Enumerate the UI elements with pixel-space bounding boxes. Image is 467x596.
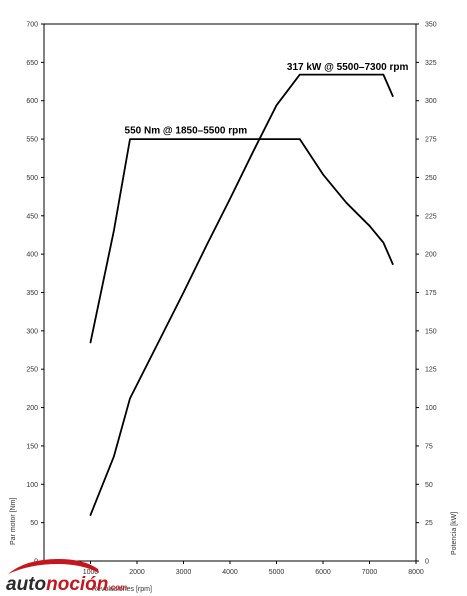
x-tick-label: 3000 <box>176 569 192 576</box>
y-left-tick-label: 150 <box>26 443 38 450</box>
y-right-tick-label: 25 <box>425 520 433 527</box>
logo-wordmark: autonoción.com <box>6 574 127 595</box>
y-right-tick-label: 225 <box>425 213 437 220</box>
power-curve <box>89 73 394 516</box>
x-tick-label: 4000 <box>222 569 238 576</box>
y-right-tick-label: 300 <box>425 98 437 105</box>
y-right-tick-label: 350 <box>425 22 437 29</box>
y-axis-left-ticks: 0501001502002503003504004505005506006507… <box>26 22 44 566</box>
y-left-tick-label: 400 <box>26 252 38 259</box>
annotations: 317 kW @ 5500–7300 rpm 550 Nm @ 1850–5500… <box>125 62 409 137</box>
y-left-tick-label: 650 <box>26 60 38 67</box>
y-left-tick-label: 250 <box>26 367 38 374</box>
autonocion-logo: autonoción.com <box>6 559 127 595</box>
y-left-tick-label: 100 <box>26 482 38 489</box>
y-left-tick-label: 300 <box>26 328 38 335</box>
y-left-tick-label: 550 <box>26 137 38 144</box>
y-right-tick-label: 325 <box>425 60 437 67</box>
x-tick-label: 8000 <box>408 569 424 576</box>
y-left-tick-label: 500 <box>26 175 38 182</box>
x-axis-title: Revoluciones [rpm] <box>92 586 152 593</box>
y-left-tick-label: 50 <box>30 520 38 527</box>
y-right-tick-label: 200 <box>425 252 437 259</box>
y-left-tick-label: 350 <box>26 290 38 297</box>
x-tick-label: 5000 <box>269 569 285 576</box>
y-right-tick-label: 150 <box>425 328 437 335</box>
y-left-tick-label: 450 <box>26 213 38 220</box>
x-axis-ticks: 1000 2000 3000 4000 5000 6000 7000 8000 <box>83 561 424 576</box>
x-tick-label: 7000 <box>362 569 378 576</box>
y-right-tick-label: 175 <box>425 290 437 297</box>
x-tick-label: 1000 <box>83 569 99 576</box>
y-left-tick-label: 700 <box>26 22 38 29</box>
y-right-tick-label: 100 <box>425 405 437 412</box>
y-left-tick-label: 200 <box>26 405 38 412</box>
car-swoosh-icon <box>8 559 99 574</box>
logo-suffix: .com <box>108 583 127 592</box>
y-axis-right-ticks: 0 25 50 75 100 125 150 175 200 225 250 275 300 325 350 <box>416 22 437 566</box>
x-tick-label: 6000 <box>315 569 331 576</box>
y-left-tick-label: 600 <box>26 98 38 105</box>
torque-curve <box>89 138 394 344</box>
annotation-label: 317 kW @ 5500–7300 rpm <box>287 62 409 73</box>
y-right-tick-label: 275 <box>425 137 437 144</box>
logo-part-auto: auto <box>6 574 46 595</box>
plot-frame <box>43 23 417 562</box>
logo-part-nocion: noción <box>46 574 108 595</box>
y-right-tick-label: 50 <box>425 482 433 489</box>
series-layer <box>89 73 394 516</box>
y-right-tick-label: 250 <box>425 175 437 182</box>
y-right-tick-label: 75 <box>425 443 433 450</box>
y-right-tick-label: 0 <box>425 559 429 566</box>
y-right-tick-label: 125 <box>425 367 437 374</box>
y-axis-right-title: Potencia [kW] <box>451 512 458 555</box>
y-axis-left-title: Par motor [Nm] <box>10 497 17 545</box>
annotation-label: 550 Nm @ 1850–5500 rpm <box>125 126 248 137</box>
x-tick-label: 2000 <box>129 569 145 576</box>
